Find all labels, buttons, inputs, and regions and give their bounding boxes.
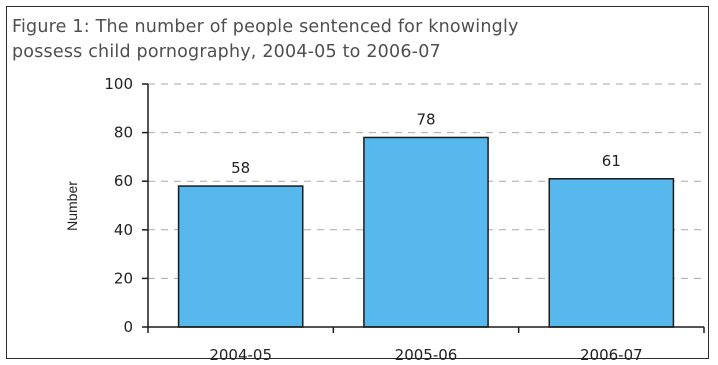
chart-title: Figure 1: The number of people sentenced… (12, 15, 702, 65)
bar-2005-06 (363, 136, 489, 328)
x-tick-label: 2004-05 (209, 346, 272, 364)
chart-title-line2: possess child pornography, 2004-05 to 20… (12, 42, 441, 62)
data-label: 78 (416, 110, 435, 128)
x-tick-label: 2006-07 (580, 346, 643, 364)
y-axis-label: Number (64, 181, 80, 231)
bars (177, 136, 675, 328)
labels: 58 2004-05 78 2005-06 61 2006-07 0 20 40 60 80 100 (104, 75, 642, 364)
bar-2006-07 (548, 178, 675, 328)
y-tick-label: 60 (114, 172, 133, 190)
data-label: 61 (602, 152, 621, 170)
y-tick-label: 80 (114, 124, 133, 142)
data-label: 58 (231, 159, 250, 177)
y-tick-label: 100 (104, 75, 133, 93)
y-tick-label: 20 (114, 269, 133, 287)
bar-2004-05 (177, 185, 304, 328)
axes (142, 83, 705, 333)
x-tick-label: 2005-06 (395, 346, 458, 364)
chart-title-line1: Figure 1: The number of people sentenced… (12, 17, 519, 37)
y-tick-label: 40 (114, 221, 133, 239)
y-tick-label: 0 (123, 318, 133, 336)
